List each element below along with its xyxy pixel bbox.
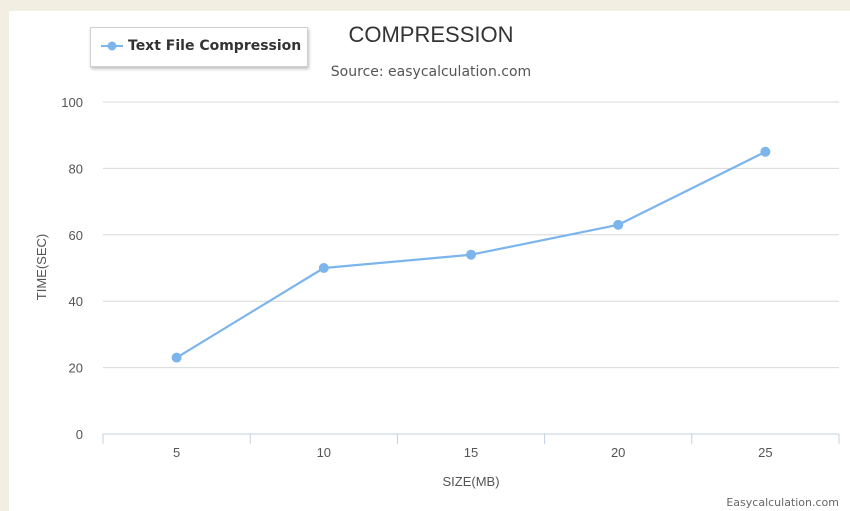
y-axis-title: TIME(SEC): [34, 234, 49, 300]
x-tick-label: 10: [317, 445, 331, 460]
data-point[interactable]: [318, 263, 329, 273]
data-point[interactable]: [760, 146, 771, 157]
y-tick-label: 40: [69, 294, 83, 309]
y-tick-label: 60: [69, 228, 83, 243]
x-tick-label: 5: [173, 445, 180, 460]
y-axis: 0 20 40 60 80 100: [61, 95, 83, 442]
chart-subtitle: Source: easycalculation.com: [331, 64, 531, 80]
y-tick-label: 100: [61, 95, 83, 110]
x-tick-label: 20: [611, 445, 625, 460]
chart-title: COMPRESSION: [348, 22, 513, 47]
grid-lines: [103, 101, 839, 369]
legend-series-symbol: [101, 41, 123, 51]
credit-link[interactable]: Easycalculation.com: [726, 496, 839, 509]
y-tick-label: 80: [69, 161, 83, 176]
x-axis-title: SIZE(MB): [442, 474, 499, 489]
data-point[interactable]: [613, 219, 624, 230]
legend[interactable]: Text File Compression: [90, 27, 308, 67]
y-tick-label: 20: [69, 361, 83, 376]
chart-frame: [9, 11, 850, 511]
legend-item-label: Text File Compression: [128, 38, 302, 54]
x-tick-label: 25: [758, 445, 772, 460]
y-tick-label: 0: [76, 427, 83, 442]
data-point[interactable]: [466, 249, 476, 260]
x-axis: 5 10 15 20 25: [102, 433, 840, 460]
series-group: [171, 146, 771, 363]
x-tick-label: 15: [464, 445, 478, 460]
data-point[interactable]: [171, 352, 182, 363]
